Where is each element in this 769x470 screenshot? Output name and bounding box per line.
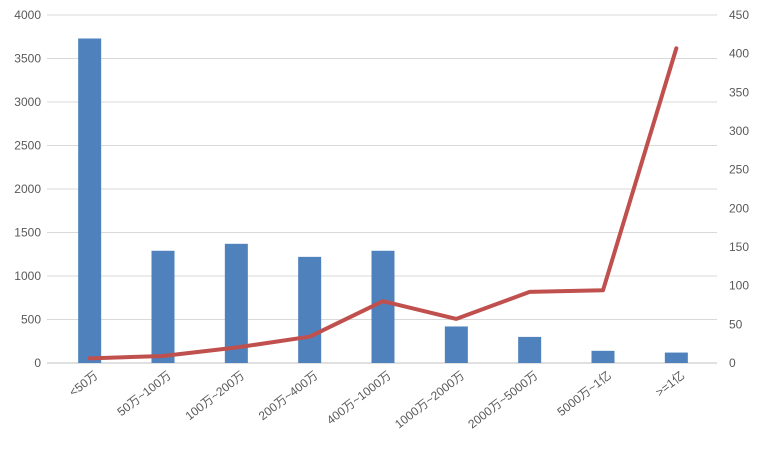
bar[interactable] xyxy=(444,326,468,363)
y-axis-left-tick-label: 4000 xyxy=(14,8,41,22)
x-axis-category-label: >=1亿 xyxy=(652,368,687,400)
y-axis-right-tick-label: 300 xyxy=(729,124,749,138)
y-axis-left-tick-label: 3000 xyxy=(14,95,41,109)
bar[interactable] xyxy=(224,243,248,363)
y-axis-left-tick-label: 1000 xyxy=(14,269,41,283)
bar[interactable] xyxy=(664,352,688,363)
bar[interactable] xyxy=(371,250,395,363)
x-axis-category-label: 200万~400万 xyxy=(256,368,321,423)
trend-line[interactable] xyxy=(87,46,679,361)
y-axis-right-tick-label: 50 xyxy=(729,317,743,331)
y-axis-right-tick-label: 450 xyxy=(729,8,749,22)
x-axis-category-label: 100万~200万 xyxy=(183,368,248,423)
x-axis-category-label: 400万~1000万 xyxy=(324,368,394,427)
bar[interactable] xyxy=(151,250,175,363)
y-axis-left-tick-label: 2000 xyxy=(14,182,41,196)
y-axis-right-tick-label: 250 xyxy=(729,163,749,177)
bar[interactable] xyxy=(78,38,102,364)
y-axis-right-tick-label: 350 xyxy=(729,85,749,99)
y-axis-right-tick-label: 200 xyxy=(729,201,749,215)
y-axis-right-tick-label: 100 xyxy=(729,279,749,293)
y-axis-left-tick-label: 3500 xyxy=(14,52,41,66)
x-axis-category-label: 2000万~5000万 xyxy=(465,368,540,431)
x-axis-category-label: 1000万~2000万 xyxy=(392,368,467,431)
y-axis-right-tick-label: 0 xyxy=(729,356,736,370)
bar[interactable] xyxy=(591,350,615,363)
x-axis-category-label: 50万~100万 xyxy=(114,368,173,419)
bar[interactable] xyxy=(298,256,322,363)
y-axis-left-tick-label: 500 xyxy=(21,313,41,327)
x-axis-category-label: 5000万~1亿 xyxy=(554,368,614,419)
y-axis-right-tick-label: 400 xyxy=(729,47,749,61)
y-axis-left-tick-label: 0 xyxy=(34,356,41,370)
x-axis-category-label: <50万 xyxy=(66,368,100,399)
y-axis-left-tick-label: 2500 xyxy=(14,139,41,153)
y-axis-left-tick-label: 1500 xyxy=(14,226,41,240)
y-axis-right-tick-label: 150 xyxy=(729,240,749,254)
bar[interactable] xyxy=(518,336,542,363)
